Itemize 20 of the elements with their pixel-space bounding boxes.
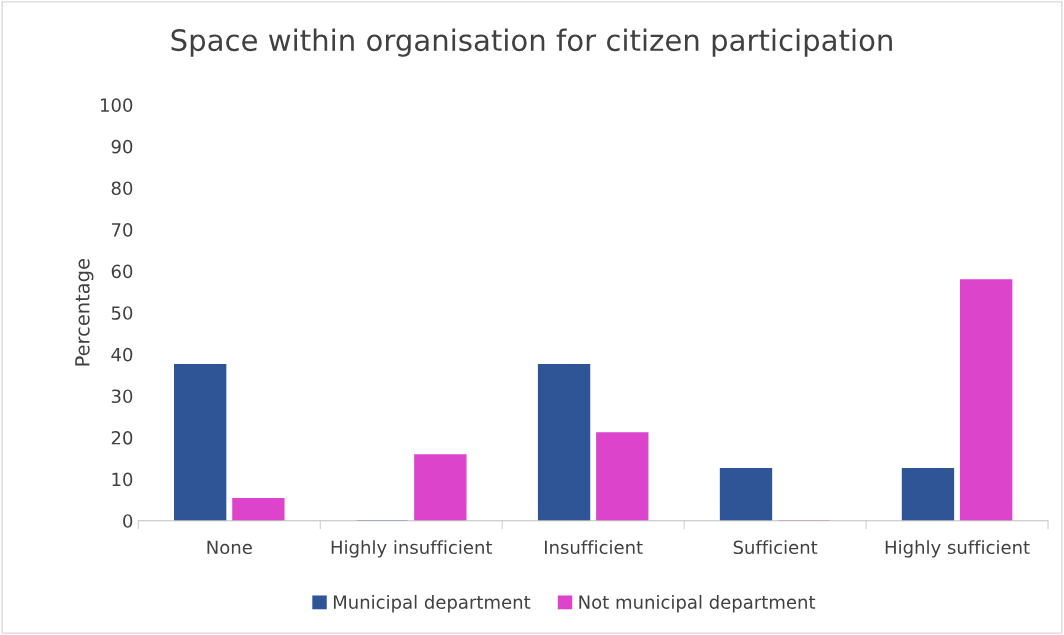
x-tick-label: Highly sufficient <box>885 540 1030 558</box>
chart-title: Space within organisation for citizen participation <box>171 28 892 57</box>
legend-label: Municipal department <box>333 594 531 613</box>
y-tick-label: 0 <box>123 514 133 528</box>
y-tick-label: 50 <box>111 306 133 320</box>
y-tick-label: 90 <box>111 139 133 154</box>
x-tick-label: Insufficient <box>544 540 643 555</box>
x-tick-label: Highly insufficient <box>331 540 493 558</box>
y-tick-label: 70 <box>111 223 133 237</box>
y-tick-label: 60 <box>111 264 133 279</box>
y-tick-label: 80 <box>111 181 133 196</box>
y-tick-label: 10 <box>112 472 133 487</box>
x-tick-label: None <box>207 540 252 555</box>
y-tick-label: 30 <box>111 389 133 404</box>
y-axis-title: Percentage <box>75 259 94 366</box>
legend-label: Not municipal department <box>579 594 816 613</box>
y-tick-label: 20 <box>111 430 133 445</box>
x-tick-label: Sufficient <box>733 540 818 555</box>
y-tick-label: 40 <box>111 347 133 362</box>
y-tick-label: 100 <box>100 98 133 112</box>
